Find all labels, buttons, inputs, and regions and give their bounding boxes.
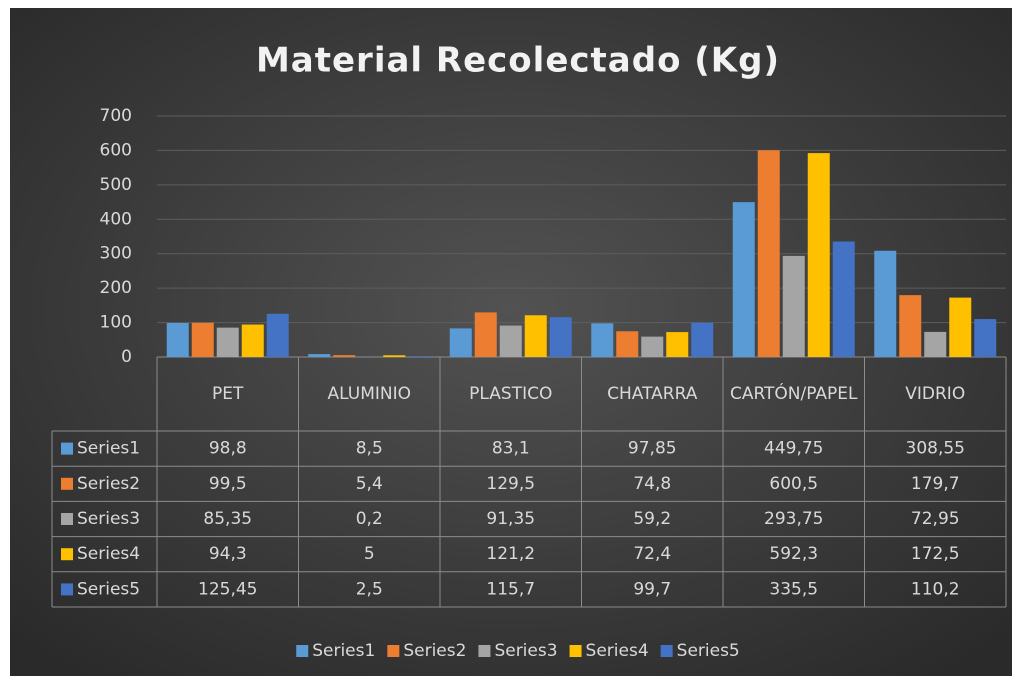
chart-title: Material Recolectado (Kg) [256,41,780,81]
table-value: 121,2 [486,544,535,564]
table-value: 129,5 [486,474,535,494]
bar [241,324,264,357]
bar [641,336,664,357]
table-value: 293,75 [764,509,823,529]
legend-label: Series4 [586,641,649,661]
bar [499,325,522,357]
bar [449,328,472,357]
bar [266,313,289,357]
table-value: 172,5 [911,544,960,564]
table-value: 72,95 [911,509,960,529]
bar [666,332,689,357]
bar [191,322,214,357]
x-tick-label: PET [212,384,244,404]
table-value: 83,1 [492,439,530,459]
bar [591,323,614,357]
table-value: 335,5 [769,579,818,599]
legend-swatch [61,477,73,490]
bar [383,355,406,357]
table-value: 125,45 [198,579,257,599]
legend-label: Series3 [494,641,557,661]
y-tick-label: 100 [100,313,132,333]
table-series-name: Series1 [77,439,140,459]
bar [732,202,755,357]
legend-swatch [569,645,582,657]
bar [874,250,897,357]
x-tick-label: CHATARRA [607,384,698,404]
table-value: 8,5 [356,439,383,459]
y-tick-label: 0 [121,347,132,367]
table-value: 110,2 [911,579,960,599]
bar [691,322,714,357]
bar [408,356,431,357]
bar [549,317,572,357]
table-value: 99,5 [209,474,247,494]
bar [832,241,855,357]
bar [757,150,780,357]
table-value: 91,35 [486,509,535,529]
bar [974,319,997,357]
table-value: 98,8 [209,439,247,459]
table-value: 600,5 [769,474,818,494]
bar [949,297,972,357]
bar [924,331,947,357]
table-value: 5 [364,544,375,564]
legend-label: Series5 [677,641,740,661]
legend-swatch [61,548,73,561]
legend-swatch [387,645,400,657]
table-series-name: Series4 [77,544,140,564]
bar [616,331,639,357]
y-tick-label: 400 [100,209,132,229]
table-value: 308,55 [906,439,965,459]
bar [807,153,830,357]
table-value: 179,7 [911,474,960,494]
legend-swatch [478,645,491,657]
table-series-name: Series2 [77,474,140,494]
bar [333,355,356,357]
legend-swatch [61,513,73,525]
table-value: 59,2 [633,509,671,529]
y-tick-label: 200 [100,278,132,298]
bar [899,295,922,357]
table-value: 97,85 [628,439,677,459]
bar [166,322,189,357]
bar [782,255,805,357]
y-tick-label: 600 [100,140,132,160]
table-series-name: Series5 [77,579,140,599]
legend-swatch [296,645,309,657]
y-tick-label: 500 [100,175,132,195]
table-value: 0,2 [356,509,383,529]
bar [308,354,331,357]
table-value: 99,7 [633,579,671,599]
table-value: 115,7 [486,579,535,599]
x-tick-label: PLASTICO [469,384,552,404]
table-value: 592,3 [769,544,818,564]
table-value: 2,5 [356,579,383,599]
x-tick-label: CARTÓN/PAPEL [730,382,858,404]
table-value: 449,75 [764,439,823,459]
legend-label: Series2 [403,641,466,661]
legend-swatch [660,645,673,657]
table-value: 85,35 [203,509,252,529]
bar [216,327,239,357]
bar [524,315,547,357]
x-tick-label: ALUMINIO [328,384,412,404]
table-value: 74,8 [633,474,671,494]
bar [474,312,497,357]
table-series-name: Series3 [77,509,140,529]
legend-swatch [61,442,73,455]
table-value: 94,3 [209,544,247,564]
table-value: 5,4 [356,474,383,494]
table-value: 72,4 [633,544,671,564]
legend-label: Series1 [312,641,375,661]
y-tick-label: 300 [100,244,132,264]
x-tick-label: VIDRIO [905,384,965,404]
y-tick-label: 700 [100,106,132,126]
legend-swatch [61,583,73,596]
